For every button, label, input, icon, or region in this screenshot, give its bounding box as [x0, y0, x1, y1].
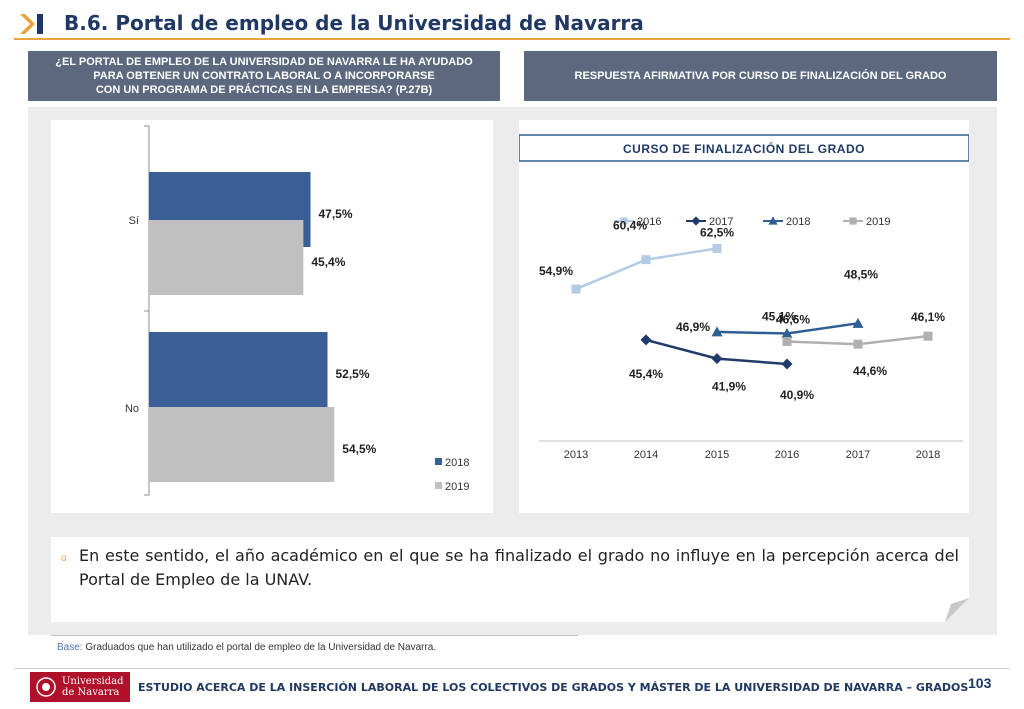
- question-header-line-2: PARA OBTENER UN CONTRATO LABORAL O A INC…: [93, 70, 435, 82]
- bar-chart: Sí No 47,5% 52,5% 45,4% 54,5% 2018 2019: [125, 125, 469, 496]
- question-header: ¿EL PORTAL DE EMPLEO DE LA UNIVERSIDAD D…: [28, 51, 500, 101]
- point-2019-2018: [923, 331, 933, 341]
- x-tick-label-2015: 2015: [705, 449, 729, 461]
- title-bar: B.6. Portal de empleo de la Universidad …: [14, 8, 1010, 40]
- base-divider: [51, 635, 578, 636]
- footer-text: ESTUDIO ACERCA DE LA INSERCIÓN LABORAL D…: [138, 681, 969, 694]
- university-logo: Universidad de Navarra: [30, 672, 130, 702]
- page-number: 103: [968, 675, 992, 691]
- note-box: o En este sentido, el año académico en e…: [51, 537, 969, 622]
- point-label-2018-2016: 46,6%: [776, 312, 810, 326]
- series-line-2016: [575, 247, 718, 291]
- page-title: B.6. Portal de empleo de la Universidad …: [64, 11, 644, 35]
- point-label-2017-2015: 41,9%: [712, 380, 746, 394]
- x-tick-label-2018: 2018: [916, 449, 940, 461]
- line-chart-panel: CURSO DE FINALIZACIÓN DEL GRADO 2013 2014 2…: [518, 120, 970, 513]
- point-2017-2014: [640, 334, 652, 346]
- point-2016-2014: [641, 255, 651, 265]
- base-text: Graduados que han utilizado el portal de…: [82, 642, 437, 653]
- line-chart: CURSO DE FINALIZACIÓN DEL GRADO 2013 2014 2…: [518, 134, 970, 461]
- point-label-2019-2016: 45,1%: [762, 310, 796, 324]
- response-header: RESPUESTA AFIRMATIVA POR CURSO DE FINALI…: [524, 51, 997, 101]
- point-2018-2015: [711, 326, 723, 337]
- legend-marker-2017: [691, 216, 701, 226]
- legend-swatch-2018: [435, 458, 442, 465]
- chevron-bar-icon: [20, 14, 43, 34]
- page-curl-icon: [945, 598, 969, 622]
- category-label-0: Sí: [129, 215, 139, 227]
- logo-line-1: Universidad: [62, 676, 124, 687]
- legend-label-2019: 2019: [445, 481, 469, 493]
- legend-label-2018: 2018: [786, 216, 810, 228]
- point-label-2016-2015: 62,5%: [700, 225, 734, 239]
- legend-label-2016: 2016: [637, 216, 661, 228]
- bar-label-2019-No: 54,5%: [342, 442, 376, 456]
- x-tick-label-2013: 2013: [564, 449, 588, 461]
- point-2017-2016: [781, 358, 793, 370]
- point-label-2016-2013: 54,9%: [539, 264, 573, 278]
- point-label-2017-2014: 45,4%: [629, 367, 663, 381]
- legend-marker-2019: [849, 217, 857, 225]
- bullet-icon: o: [61, 553, 67, 564]
- bar-2019-No: [149, 407, 335, 482]
- point-2016-2013: [571, 284, 581, 294]
- crest-icon: [36, 677, 56, 697]
- base-label: Base:: [57, 642, 83, 653]
- point-label-2019-2018: 46,1%: [911, 310, 945, 324]
- bar-label-2019-Sí: 45,4%: [311, 255, 345, 269]
- bar-label-2018-Sí: 47,5%: [319, 207, 353, 221]
- point-2019-2017: [853, 339, 863, 349]
- x-tick-label-2016: 2016: [775, 449, 799, 461]
- logo-line-2: de Navarra: [62, 687, 120, 698]
- legend-label-2019: 2019: [866, 216, 890, 228]
- point-label-2019-2017: 44,6%: [853, 364, 887, 378]
- legend-marker-2016: [620, 217, 628, 225]
- point-2019-2016: [782, 337, 792, 347]
- response-header-text: RESPUESTA AFIRMATIVA POR CURSO DE FINALI…: [574, 70, 947, 82]
- x-tick-label-2017: 2017: [846, 449, 870, 461]
- bar-2018-No: [149, 332, 328, 407]
- footer-divider: [14, 668, 1010, 669]
- bar-2019-Sí: [149, 220, 304, 295]
- question-header-line-1: ¿EL PORTAL DE EMPLEO DE LA UNIVERSIDAD D…: [55, 56, 473, 68]
- legend-marker-2018: [768, 216, 778, 225]
- bar-chart-panel: Sí No 47,5% 52,5% 45,4% 54,5% 2018 2019: [51, 120, 493, 513]
- point-label-2018-2017: 48,5%: [844, 267, 878, 281]
- point-2016-2015: [712, 243, 722, 253]
- category-label-1: No: [125, 403, 139, 415]
- point-label-2017-2016: 40,9%: [780, 388, 814, 402]
- legend-label-2018: 2018: [445, 457, 469, 469]
- bar-label-2018-No: 52,5%: [336, 367, 370, 381]
- point-label-2016-2014: 60,4%: [613, 219, 647, 233]
- note-text: En este sentido, el año académico en el …: [79, 546, 959, 589]
- question-header-line-3: CON UN PROGRAMA DE PRÁCTICAS EN LA EMPRE…: [95, 84, 433, 96]
- base-note: Base: Graduados que han utilizado el por…: [57, 642, 436, 653]
- x-tick-label-2014: 2014: [634, 449, 658, 461]
- point-2017-2015: [711, 353, 723, 365]
- line-chart-title: CURSO DE FINALIZACIÓN DEL GRADO: [623, 141, 865, 156]
- point-2018-2017: [852, 317, 864, 328]
- point-label-2018-2015: 46,9%: [676, 320, 710, 334]
- legend-label-2017: 2017: [709, 216, 733, 228]
- legend-swatch-2019: [435, 482, 442, 489]
- point-2018-2016: [781, 327, 793, 338]
